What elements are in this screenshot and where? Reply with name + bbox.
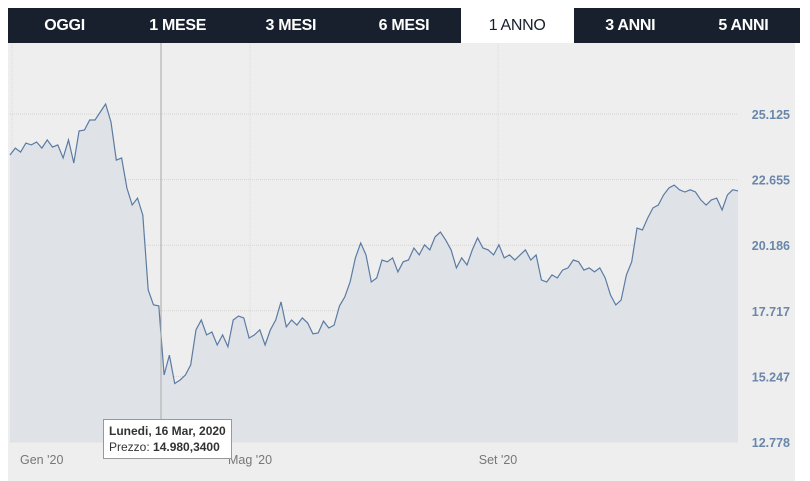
tab-3-mesi[interactable]: 3 MESI — [265, 16, 317, 34]
tooltip-date: Lunedi, 16 Mar, 2020 — [109, 424, 226, 438]
period-tabs: OGGI 1 MESE 3 MESI 6 MESI 1 ANNO 3 ANNI 5 ANNI — [8, 8, 800, 43]
tooltip-price: Prezzo: 14.980,3400 — [109, 439, 226, 455]
price-line — [9, 102, 739, 385]
y-tick-label: 22.655 — [752, 174, 790, 188]
chart-svg: 25.125 22.655 20.186 17.717 15.247 12.778 Gen … — [9, 43, 790, 467]
price-area — [10, 104, 738, 442]
tab-5-anni[interactable]: 5 ANNI — [718, 16, 769, 34]
tooltip-price-value: 14.980,3400 — [153, 440, 220, 454]
y-tick-label: 25.125 — [752, 108, 790, 122]
x-tick-label: Set '20 — [479, 453, 518, 467]
y-tick-label: 12.778 — [752, 436, 790, 450]
tab-1-anno[interactable]: 1 ANNO — [460, 8, 574, 43]
price-chart: 25.125 22.655 20.186 17.717 15.247 12.778 Gen … — [8, 43, 795, 481]
y-tick-label: 17.717 — [752, 305, 790, 319]
chart-tooltip: Lunedi, 16 Mar, 2020 Prezzo: 14.980,3400 — [103, 419, 232, 459]
tab-1-mese[interactable]: 1 MESE — [149, 16, 207, 34]
tab-6-mesi[interactable]: 6 MESI — [378, 16, 430, 34]
tab-3-anni[interactable]: 3 ANNI — [605, 16, 656, 34]
x-tick-label: Gen '20 — [20, 453, 63, 467]
tab-oggi[interactable]: OGGI — [44, 16, 85, 34]
tooltip-price-label: Prezzo: — [109, 440, 150, 454]
y-tick-label: 20.186 — [752, 239, 790, 253]
x-tick-label: Mag '20 — [228, 453, 272, 467]
y-tick-label: 15.247 — [752, 370, 790, 384]
